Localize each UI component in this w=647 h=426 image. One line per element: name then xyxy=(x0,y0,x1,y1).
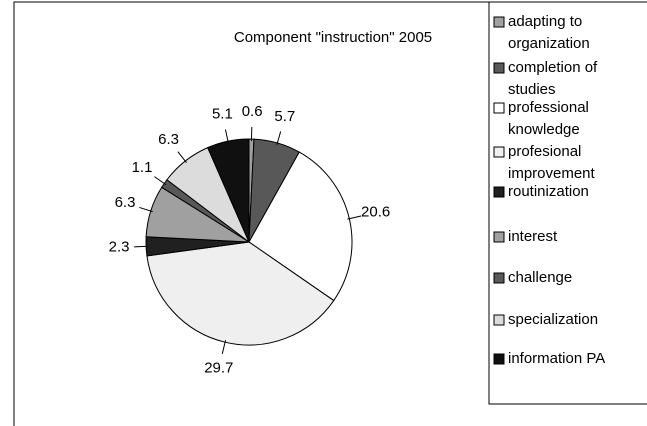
legend-label: adapting to organization xyxy=(508,13,590,52)
legend-label: specialization xyxy=(508,311,598,328)
leader-line xyxy=(347,215,362,220)
leader-line xyxy=(134,245,149,248)
legend-label: information PA xyxy=(508,350,605,367)
legend-label: professional knowledge xyxy=(508,99,593,138)
data-label: 29.7 xyxy=(204,359,233,376)
data-label: 1.1 xyxy=(132,159,153,176)
legend-swatch xyxy=(493,314,505,326)
legend-swatch xyxy=(493,16,505,28)
legend-label: completion of studies xyxy=(508,59,601,98)
data-label: 2.3 xyxy=(109,238,130,255)
data-label: 20.6 xyxy=(361,204,390,221)
legend-label: routinization xyxy=(508,183,589,200)
legend-swatch xyxy=(493,62,505,74)
legend-swatch xyxy=(493,186,505,198)
data-label: 6.3 xyxy=(158,131,179,148)
chart-frame xyxy=(13,1,647,426)
leader-line xyxy=(221,340,227,354)
legend-label: interest xyxy=(508,228,558,245)
legend-label: challenge xyxy=(508,269,572,286)
legend-label: profesional improvement xyxy=(508,143,596,182)
legend-swatch xyxy=(493,272,505,284)
data-label: 6.3 xyxy=(115,194,136,211)
leader-line xyxy=(276,131,282,146)
chart-title: Component "instruction" 2005 xyxy=(234,29,432,46)
data-label: 0.6 xyxy=(242,103,263,120)
leader-line xyxy=(154,176,167,186)
legend-swatch xyxy=(493,102,505,114)
leader-line xyxy=(224,129,229,144)
legend-box xyxy=(488,1,647,405)
leader-line xyxy=(139,206,153,213)
data-label: 5.1 xyxy=(212,106,233,123)
legend-swatch xyxy=(493,231,505,243)
leader-line xyxy=(177,151,187,163)
data-label: 5.7 xyxy=(274,108,295,125)
legend-swatch xyxy=(493,146,505,158)
legend-swatch xyxy=(493,353,505,365)
